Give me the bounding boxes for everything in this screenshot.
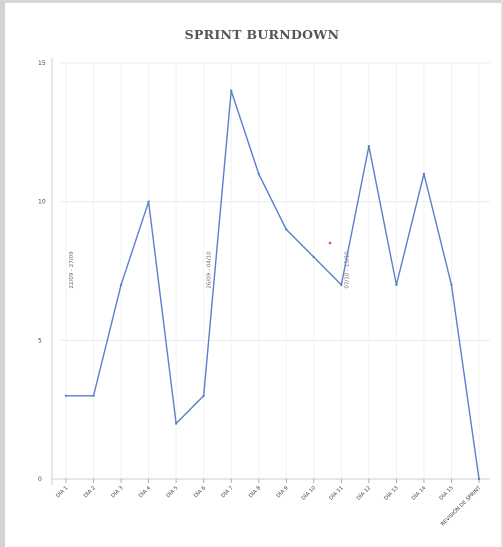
data-point: [395, 283, 398, 287]
series: [64, 89, 481, 481]
data-point: [285, 228, 288, 231]
x-tick-label: DÍA 14: [410, 484, 428, 502]
x-tick-label: DÍA 3: [110, 484, 125, 499]
annotation-label: 26/09 - 04/10: [207, 251, 213, 289]
x-tick-label: DÍA 5: [165, 484, 180, 499]
window-left-border: [0, 0, 5, 547]
grid: [60, 62, 490, 480]
x-tick-label: DÍA 13: [383, 484, 400, 501]
data-point: [340, 283, 343, 287]
y-tick-label: 10: [38, 199, 46, 206]
x-tick-label: DÍA 15: [438, 484, 455, 501]
x-tick-label: DÍA 6: [192, 484, 207, 499]
annotation-label: 07/10 - 15/10: [344, 251, 350, 289]
data-point: [174, 422, 178, 425]
x-tick-label: DÍA 2: [82, 484, 97, 499]
data-point: [202, 394, 205, 397]
data-point: [450, 283, 453, 287]
annotations: 22/09 - 27/09 26/09 - 04/10 07/10 - 15/10: [69, 251, 350, 289]
y-tick-label: 5: [38, 337, 42, 344]
data-point: [367, 145, 371, 148]
data-point: [119, 283, 123, 287]
tick-labels: 0 5 10 15 DÍA 1 DÍA 2 DÍA 3 DÍA 4 DÍA 5 DÍA 6 DÍA …: [38, 60, 483, 528]
marker-dot: [328, 241, 332, 245]
data-point: [312, 255, 315, 259]
data-point: [257, 172, 260, 176]
x-tick-label: DÍA 4: [137, 484, 152, 499]
x-tick-label: DÍA 11: [328, 484, 345, 501]
y-tick-label: 0: [38, 476, 42, 483]
axes: [51, 58, 490, 485]
x-tick-label: DÍA 12: [355, 484, 372, 501]
data-point: [477, 477, 481, 481]
data-point: [422, 172, 426, 176]
window-right-border: [501, 0, 503, 547]
x-tick-label: DÍA 10: [300, 484, 317, 501]
window-top-border: [0, 0, 503, 3]
data-point: [230, 89, 233, 92]
x-tick-label: DÍA 8: [247, 484, 262, 499]
series-line: [66, 90, 480, 480]
data-point: [92, 394, 95, 397]
x-tick-label: DÍA 9: [275, 484, 290, 499]
x-tick-label: DÍA 7: [220, 484, 235, 499]
data-point: [64, 394, 68, 397]
x-tick-label: DÍA 1: [55, 484, 70, 499]
chart-title: SPRINT BURNDOWN: [185, 27, 340, 42]
annotation-label: 22/09 - 27/09: [69, 251, 75, 289]
y-tick-label: 15: [38, 60, 46, 67]
data-point: [147, 200, 150, 203]
